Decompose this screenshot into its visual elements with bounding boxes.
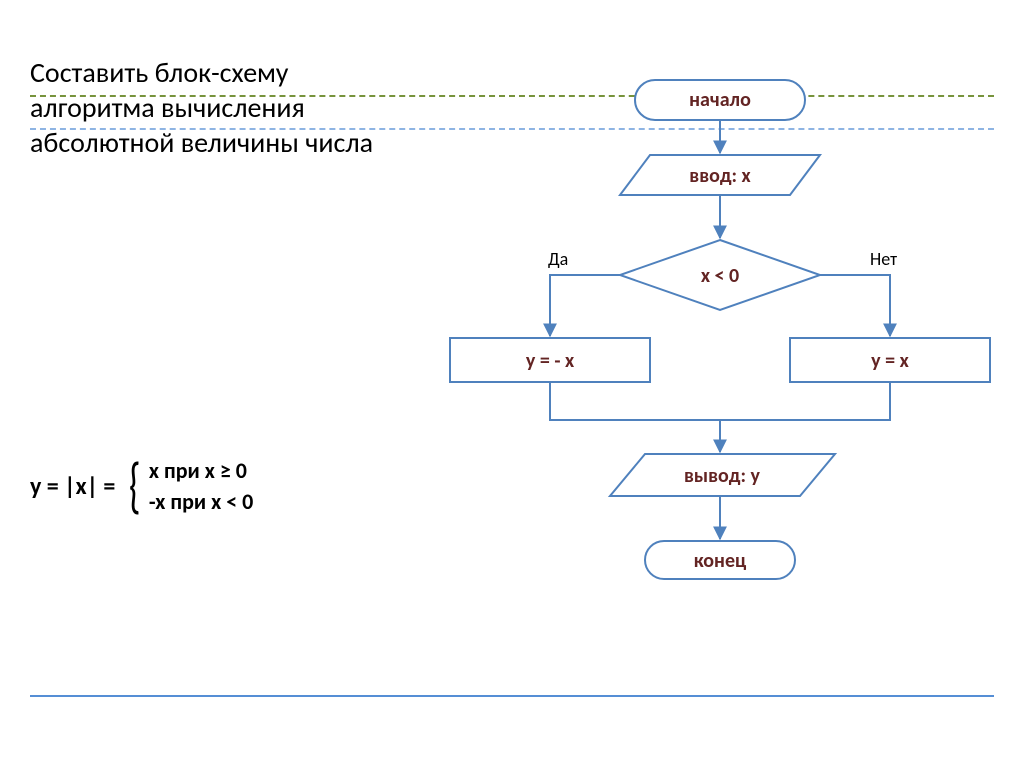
label-end: конец (694, 549, 747, 573)
edge-label-no: Нет (870, 248, 897, 270)
edge-label-yes: Да (548, 248, 568, 270)
label-left: y = - x (526, 349, 575, 373)
label-input: ввод: x (689, 164, 751, 188)
label-decision: x < 0 (701, 264, 739, 288)
formula-case-1: x при x ≥ 0 (149, 457, 253, 484)
label-output: вывод: y (684, 464, 760, 488)
divider-bottom (30, 695, 994, 697)
formula-lhs: y = |x| = (30, 472, 115, 501)
formula: y = |x| = { x при x ≥ 0 -x при x < 0 (30, 455, 253, 517)
page-title: Составить блок-схему алгоритма вычислени… (30, 55, 410, 160)
label-start: начало (689, 88, 751, 112)
formula-case-2: -x при x < 0 (149, 488, 253, 515)
brace-icon: { (129, 458, 141, 514)
label-right: y = x (871, 349, 909, 373)
flowchart: начало ввод: x x < 0 y = - x y = x вывод… (430, 60, 1010, 630)
